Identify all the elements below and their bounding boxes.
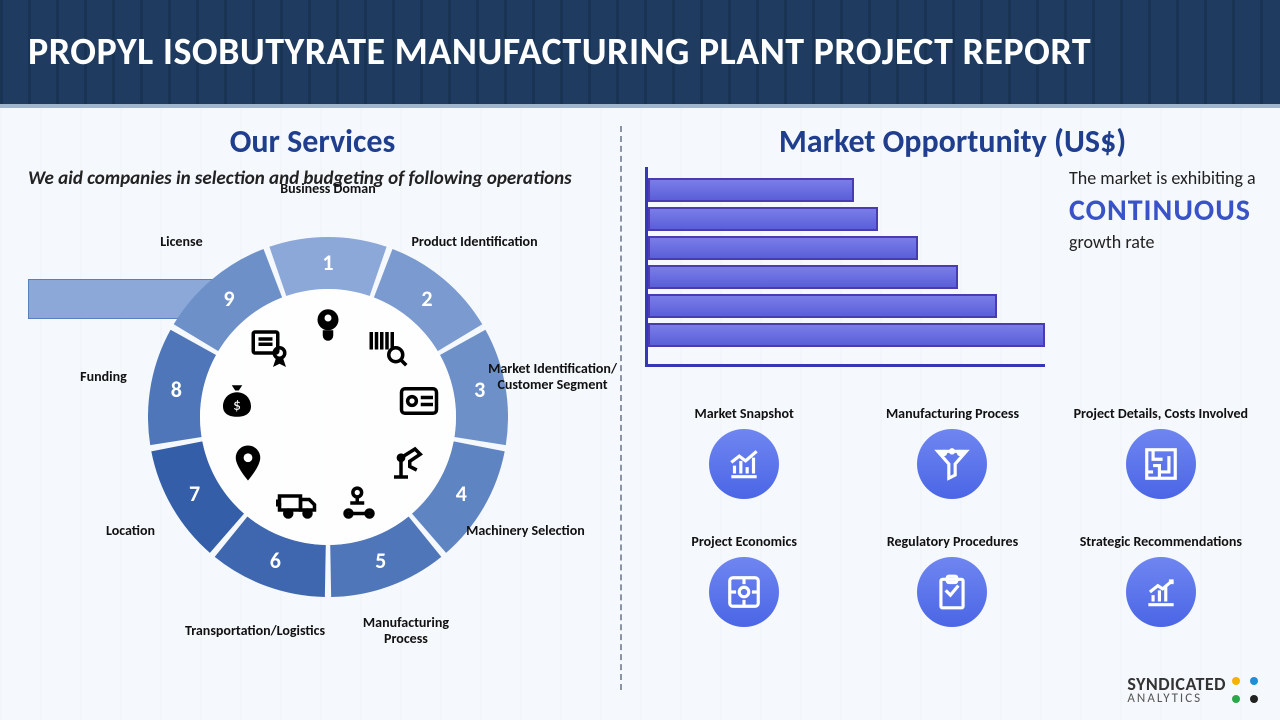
feature-tile-6: Strategic Recommendations <box>1062 517 1260 627</box>
segment-number-2: 2 <box>413 285 441 313</box>
segment-label-8: Funding <box>38 369 168 385</box>
chart-up-icon <box>709 429 779 499</box>
money-bag-icon: $ <box>216 380 258 422</box>
market-bar-1 <box>648 178 854 202</box>
segment-label-5: Manufacturing Process <box>341 615 471 647</box>
segment-number-4: 4 <box>447 480 475 508</box>
market-bar-chart <box>645 167 1045 367</box>
market-bar-4 <box>648 265 958 289</box>
feature-tile-label: Project Details, Costs Involved <box>1062 389 1260 423</box>
growth-pre: The market is exhibiting a <box>1069 167 1256 189</box>
market-bar-3 <box>648 236 918 260</box>
segment-label-4: Machinery Selection <box>460 523 590 539</box>
segment-label-3: Market Identification/ Customer Segment <box>488 361 618 393</box>
segment-label-7: Location <box>66 523 196 539</box>
feature-tile-label: Regulatory Procedures <box>853 517 1051 551</box>
feature-tile-label: Strategic Recommendations <box>1062 517 1260 551</box>
maze-icon <box>1126 429 1196 499</box>
segment-number-5: 5 <box>367 547 395 575</box>
feature-tile-label: Manufacturing Process <box>853 389 1051 423</box>
market-column: Market Opportunity (US$) The market is e… <box>615 108 1280 720</box>
feature-tile-2: Manufacturing Process <box>853 389 1051 499</box>
services-wheel: 12345678$9 <box>148 237 508 597</box>
segment-label-2: Product Identification <box>410 234 540 250</box>
feature-tile-5: Regulatory Procedures <box>853 517 1051 627</box>
truck-icon <box>276 482 318 524</box>
head-bulb-icon <box>307 304 349 346</box>
brand-dots-icon <box>1232 677 1258 703</box>
certificate-icon <box>248 325 290 367</box>
segment-number-1: 1 <box>314 249 342 277</box>
segment-number-9: 9 <box>215 285 243 313</box>
feature-tile-label: Market Snapshot <box>645 389 843 423</box>
column-divider <box>620 126 622 690</box>
bars-arrow-icon <box>1126 557 1196 627</box>
header-banner: PROPYL ISOBUTYRATE MANUFACTURING PLANT P… <box>0 0 1280 108</box>
robot-arm-icon <box>387 442 429 484</box>
barcode-search-icon <box>366 325 408 367</box>
segment-label-9: License <box>116 234 246 250</box>
brand-logo: SYNDICATED ANALYTICS <box>1127 673 1258 706</box>
segment-label-1: Business Doman <box>263 181 393 197</box>
feature-tile-1: Market Snapshot <box>645 389 843 499</box>
market-bar-6 <box>648 323 1045 347</box>
svg-text:$: $ <box>233 396 241 415</box>
growth-post: growth rate <box>1069 231 1155 253</box>
services-column: Our Services We aid companies in selecti… <box>0 108 615 720</box>
market-bar-2 <box>648 207 878 231</box>
services-wheel-area: 1 12345678$9 Business DomanProduct Ident… <box>28 197 588 647</box>
pin-icon <box>227 442 269 484</box>
segment-number-6: 6 <box>261 547 289 575</box>
growth-callout: The market is exhibiting a CONTINUOUS gr… <box>1069 167 1256 367</box>
page-title: PROPYL ISOBUTYRATE MANUFACTURING PLANT P… <box>28 29 1091 75</box>
feature-tile-4: Project Economics <box>645 517 843 627</box>
growth-big: CONTINUOUS <box>1069 192 1256 230</box>
feature-tile-3: Project Details, Costs Involved <box>1062 389 1260 499</box>
funnel-icon <box>917 429 987 499</box>
market-title: Market Opportunity (US$) <box>645 122 1260 161</box>
market-bar-5 <box>648 294 997 318</box>
feature-tiles: Market Snapshot Manufacturing Process Proj… <box>645 389 1260 627</box>
clipboard-icon <box>917 557 987 627</box>
segment-label-6: Transportation/Logistics <box>185 623 315 639</box>
puzzle-icon <box>709 557 779 627</box>
feature-tile-label: Project Economics <box>645 517 843 551</box>
services-title: Our Services <box>28 122 597 161</box>
segment-number-7: 7 <box>181 480 209 508</box>
id-card-icon <box>398 380 440 422</box>
conveyor-icon <box>338 482 380 524</box>
